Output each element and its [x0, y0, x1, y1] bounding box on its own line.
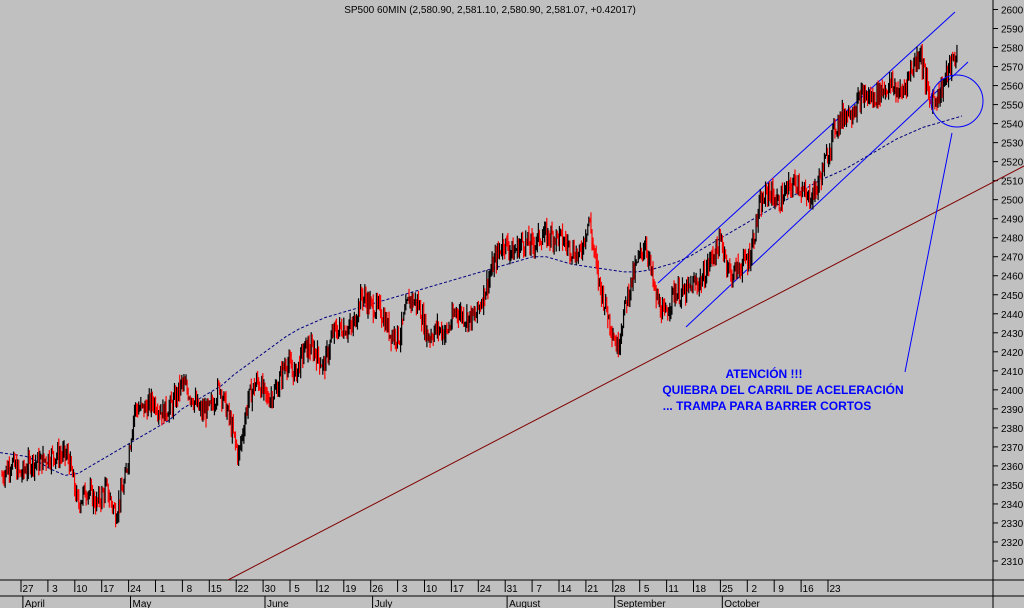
- y-tick-label: 2530: [1001, 139, 1024, 150]
- y-tick-label: 2560: [1001, 82, 1024, 93]
- month-labels: April May June July August September October: [22, 596, 761, 608]
- annotation-line-1: ATENCIÓN !!!: [725, 366, 802, 381]
- y-tick-label: 2510: [1001, 177, 1024, 188]
- y-tick-label: 2390: [1001, 405, 1024, 416]
- month-label: June: [267, 599, 289, 608]
- y-tick-label: 2450: [1001, 291, 1024, 302]
- x-tick-label: 5: [294, 584, 300, 595]
- y-tick-label: 2480: [1001, 234, 1024, 245]
- x-tick-label: 9: [778, 584, 784, 595]
- channel-upper-line: [657, 11, 956, 284]
- month-label: September: [617, 599, 667, 608]
- x-tick-label: 21: [587, 584, 599, 595]
- x-tick-label: 22: [238, 584, 250, 595]
- x-tick-label: 11: [668, 584, 679, 595]
- x-tick-label: 8: [187, 584, 193, 595]
- x-tick-label: 12: [318, 584, 330, 595]
- y-tick-label: 2400: [1001, 386, 1024, 397]
- y-tick-label: 2460: [1001, 272, 1024, 283]
- y-axis-ticks: 2310 2320 2330 2340 2350 2360 2370 2380 2390 2400…: [993, 6, 1024, 568]
- y-tick-label: 2600: [1001, 6, 1024, 17]
- y-tick-label: 2580: [1001, 44, 1024, 55]
- x-tick-label: 3: [402, 584, 408, 595]
- chart-title: SP500 60MIN (2,580.90, 2,581.10, 2,580.9…: [344, 5, 636, 16]
- y-tick-label: 2490: [1001, 215, 1024, 226]
- month-label: May: [133, 599, 152, 608]
- x-tick-label: 17: [453, 584, 465, 595]
- x-tick-label: 23: [829, 584, 841, 595]
- y-tick-label: 2370: [1001, 443, 1024, 454]
- y-tick-label: 2350: [1001, 481, 1024, 492]
- x-tick-label: 10: [76, 584, 88, 595]
- y-tick-label: 2420: [1001, 348, 1024, 359]
- x-tick-label: 27: [22, 584, 34, 595]
- y-tick-label: 2500: [1001, 196, 1024, 207]
- x-tick-label: 10: [426, 584, 438, 595]
- y-tick-label: 2590: [1001, 25, 1024, 36]
- y-tick-label: 2470: [1001, 253, 1024, 264]
- y-tick-label: 2540: [1001, 120, 1024, 131]
- y-tick-label: 2310: [1001, 557, 1024, 568]
- y-tick-label: 2320: [1001, 538, 1024, 549]
- y-tick-label: 2410: [1001, 367, 1024, 378]
- x-tick-label: 5: [644, 584, 650, 595]
- y-tick-label: 2360: [1001, 462, 1024, 473]
- x-tick-label: 1: [160, 584, 166, 595]
- x-tick-label: 19: [345, 584, 357, 595]
- y-tick-label: 2550: [1001, 101, 1024, 112]
- annotation-line-2: QUIEBRA DEL CARRIL DE ACELERACIÓN: [662, 382, 903, 397]
- month-label: July: [375, 599, 393, 608]
- x-tick-label: 28: [614, 584, 626, 595]
- breakout-highlight-circle: [930, 74, 984, 128]
- x-tick-label: 7: [536, 584, 542, 595]
- y-tick-label: 2520: [1001, 158, 1024, 169]
- x-tick-label: 31: [507, 584, 519, 595]
- x-tick-label: 24: [480, 584, 492, 595]
- month-label: October: [724, 599, 760, 608]
- y-tick-label: 2440: [1001, 310, 1024, 321]
- month-label: April: [25, 599, 45, 608]
- price-candles: [1, 43, 958, 528]
- x-tick-label: 14: [560, 584, 572, 595]
- y-tick-label: 2380: [1001, 424, 1024, 435]
- x-tick-label: 2: [752, 584, 758, 595]
- x-tick-label: 26: [372, 584, 384, 595]
- y-tick-label: 2430: [1001, 329, 1024, 340]
- annotation-line-3: ... TRAMPA PARA BARRER CORTOS: [663, 399, 871, 413]
- month-label: August: [509, 599, 540, 608]
- x-tick-label: 16: [803, 584, 815, 595]
- x-tick-label: 18: [695, 584, 707, 595]
- annotation-pointer-line: [904, 132, 953, 373]
- x-tick-label: 15: [211, 584, 223, 595]
- x-tick-label: 24: [130, 584, 142, 595]
- x-tick-label: 25: [722, 584, 734, 595]
- x-axis-ticks: 27 3 10 17 24 1 8 15 22 30 5 12 19 26 3 10 17 24 31 7 14 21 28…: [20, 580, 841, 595]
- x-tick-label: 30: [265, 584, 277, 595]
- y-tick-label: 2330: [1001, 519, 1024, 530]
- y-tick-label: 2340: [1001, 500, 1024, 511]
- long-term-support-line: [227, 165, 1024, 581]
- x-tick-label: 17: [103, 584, 115, 595]
- x-tick-label: 3: [52, 584, 58, 595]
- y-tick-label: 2570: [1001, 63, 1024, 74]
